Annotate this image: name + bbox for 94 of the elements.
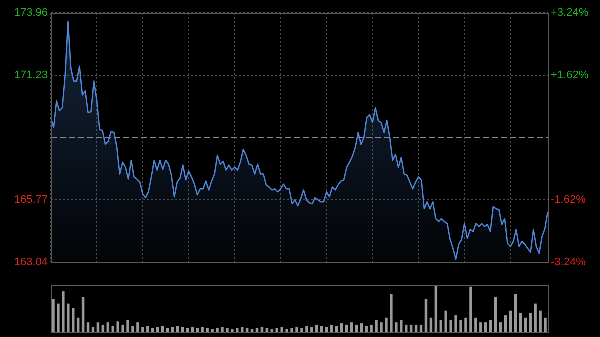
bar [166,328,170,332]
bar [276,328,278,332]
bar [196,328,199,332]
bar [226,328,229,332]
bar [106,322,110,332]
bar [310,327,314,332]
bar [370,324,373,332]
bar [206,328,209,332]
bar [96,322,100,332]
bar [424,299,428,332]
bar [444,310,448,332]
bar [514,294,518,332]
bar [484,322,488,332]
bar [499,322,502,332]
bar [306,326,308,332]
bar [480,322,482,332]
bar [395,322,398,332]
bar [270,329,274,332]
bar [300,328,304,332]
bar [504,316,508,332]
bar [136,322,140,332]
bar [524,318,527,332]
bar [350,322,354,332]
bar [72,308,75,332]
bar [146,326,150,332]
y2-tick-label: +3.24% [551,7,589,20]
bar [132,326,134,332]
bar [539,310,542,332]
bar [86,322,90,332]
bar [489,320,492,332]
bar [286,329,288,332]
bar [216,328,219,332]
bar [345,324,348,332]
bar [404,324,408,332]
bar [250,329,254,332]
bar [126,320,130,332]
bar [470,286,472,332]
y-tick-label: 171.23 [14,69,48,82]
bar [330,324,334,332]
bar [509,310,512,332]
bar [410,324,413,332]
bar [231,329,234,332]
bar [380,322,383,332]
y-tick-label: 173.96 [14,7,48,20]
bar [201,327,204,332]
y2-tick-label: -1.62% [551,194,586,206]
bar [414,324,418,332]
bar [464,318,468,332]
bar [460,320,462,332]
bar [221,327,224,332]
y2-tick-label: +1.62% [551,69,589,82]
bar [519,313,522,332]
bar [57,304,60,332]
bar [544,318,547,332]
y-tick-label: 163.04 [14,256,48,268]
bar [280,327,284,332]
bar [450,320,452,332]
bar [365,326,368,332]
bar [290,328,294,332]
bar [529,313,532,332]
bar [534,304,537,332]
bar [390,294,393,332]
bar [62,292,65,332]
bar [82,297,85,332]
bar [494,297,498,332]
bar [340,324,344,332]
bar [440,320,443,332]
bar [266,328,269,332]
bar [236,328,239,332]
bar [474,318,478,332]
bar [256,328,259,332]
bar [385,318,388,332]
y-tick-label: 165.77 [14,194,48,206]
bar [142,327,144,332]
bar [122,324,124,332]
bar [186,328,190,332]
bar [430,318,433,332]
bar [76,318,80,332]
bar [400,320,403,332]
bar [52,299,55,332]
bar [454,316,458,332]
bar [420,324,423,332]
y2-tick-label: -3.24% [551,256,586,268]
bar [67,304,70,332]
bar [116,322,120,332]
bar [355,324,358,332]
bar [360,324,363,332]
bar [102,324,105,332]
bar [246,328,249,332]
bar [152,328,154,332]
bar [375,320,378,332]
bar [296,327,298,332]
bar [316,324,318,332]
bar [211,329,214,332]
